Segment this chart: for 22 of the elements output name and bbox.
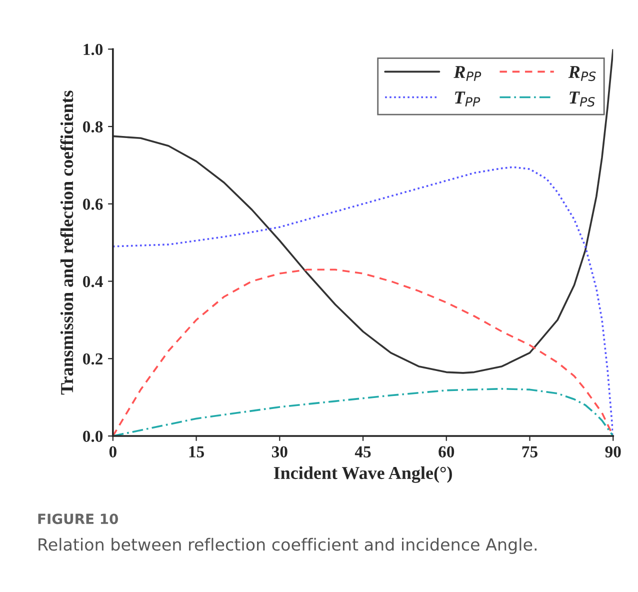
- legend-label: R$_{PP}$: [454, 66, 482, 81]
- caption: FIGURE 10: [38, 514, 118, 524]
- x-tick-label: 45: [354, 446, 371, 458]
- y-tick-label: 0.6: [83, 198, 103, 210]
- line-series: [112, 49, 614, 374]
- x-tick-label: 30: [272, 446, 288, 458]
- x-tick-label: 60: [438, 446, 454, 458]
- legend-label: T$_{PP}$: [455, 92, 480, 106]
- y-axis-title: Transmission and reflection coefficients: [60, 90, 74, 395]
- x-tick-label: 90: [605, 446, 621, 458]
- x-axis-title: Incident Wave Angle(°): [274, 466, 452, 483]
- legend-label: R$_{PS}$: [568, 66, 596, 82]
- y-tick-label: 0.0: [83, 430, 103, 442]
- x-tick-label: 75: [522, 446, 538, 458]
- x-tick-label: 15: [189, 446, 204, 458]
- y-tick-label: 0.4: [83, 276, 103, 288]
- text: Relation between reflection coefficient and incidence Angle.: [38, 538, 536, 554]
- legend-label: T$_{PS}$: [570, 92, 595, 107]
- y-tick-label: 1.0: [84, 44, 103, 56]
- y-tick-label: 0.8: [83, 121, 103, 133]
- x-tick-label: 0: [109, 446, 116, 458]
- y-tick-label: 0.2: [83, 353, 102, 365]
